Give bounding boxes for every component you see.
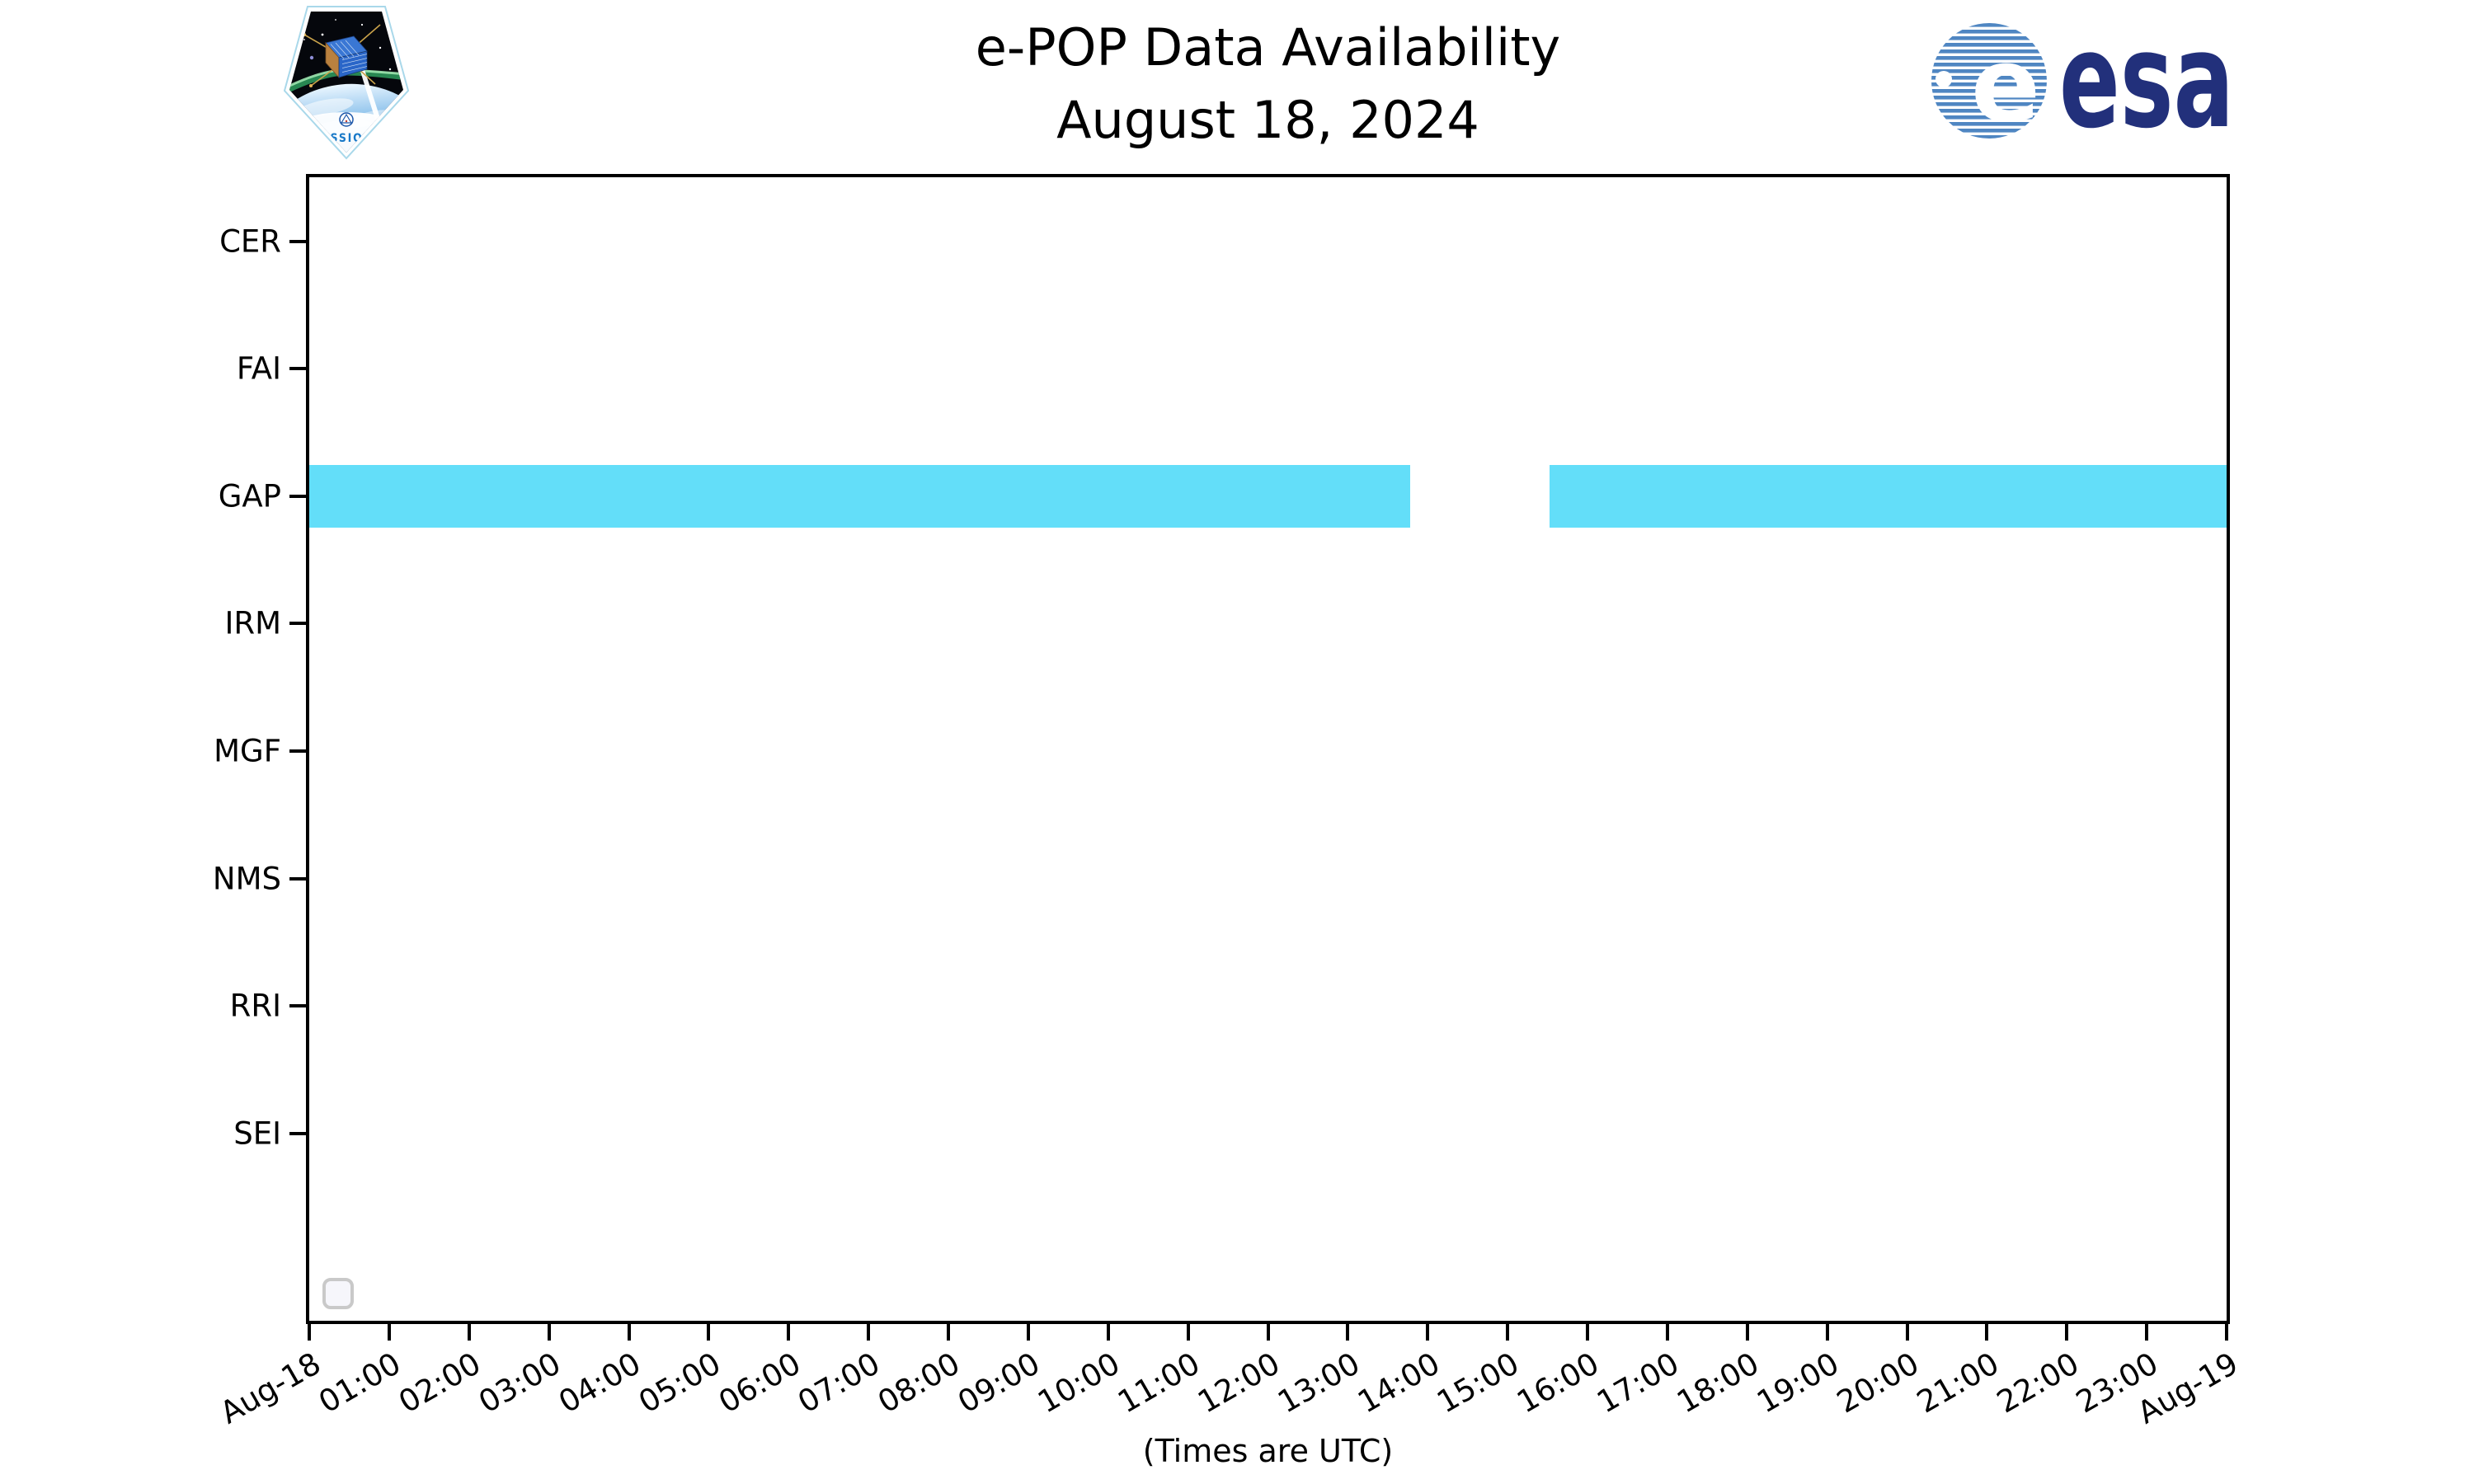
y-axis-label-sei: SEI: [233, 1115, 281, 1152]
chart-subtitle-date: August 18, 2024: [1056, 90, 1479, 150]
y-axis-tick: [289, 876, 306, 881]
cassiope-mission-patch-logo: CASSIOPE: [283, 6, 410, 160]
x-axis-label-text: 03:00: [473, 1345, 567, 1421]
y-axis-label-rri: RRI: [229, 988, 281, 1024]
x-axis-tick: [1506, 1324, 1510, 1341]
x-axis-tick: [1026, 1324, 1030, 1341]
x-axis-label-text: 08:00: [872, 1345, 967, 1421]
y-axis-label-cer: CER: [219, 223, 281, 260]
x-axis-tick: [787, 1324, 791, 1341]
x-axis-label-text: 14:00: [1351, 1345, 1446, 1421]
x-axis-tick: [547, 1324, 551, 1341]
x-axis-tick: [867, 1324, 871, 1341]
x-axis-label-text: 01:00: [313, 1345, 407, 1421]
x-axis-tick: [1586, 1324, 1589, 1341]
y-axis-tick: [289, 1004, 306, 1008]
x-axis-label-text: 15:00: [1431, 1345, 1526, 1421]
x-axis-tick: [1106, 1324, 1110, 1341]
y-axis-label-fai: FAI: [236, 350, 281, 387]
chart-title-block: e-POP Data Availability August 18, 2024: [309, 12, 2227, 157]
x-axis-tick: [1745, 1324, 1749, 1341]
x-axis-label-text: 04:00: [553, 1345, 647, 1421]
x-axis-label-text: 07:00: [792, 1345, 887, 1421]
y-axis-tick: [289, 1131, 306, 1135]
x-axis-tick: [2145, 1324, 2149, 1341]
x-axis-label-text: 02:00: [393, 1345, 487, 1421]
x-axis-tick: [627, 1324, 631, 1341]
x-axis-label-text: 18:00: [1671, 1345, 1766, 1421]
x-axis-label-text: 17:00: [1591, 1345, 1686, 1421]
y-axis-label-nms: NMS: [212, 861, 281, 896]
plot-area: CER FAI GAP IRM MGF NMS RRI SEI Aug-18 01:00 02:00…: [213, 174, 2245, 1431]
x-axis-tick: [1905, 1324, 1909, 1341]
y-axis-label-irm: IRM: [224, 605, 281, 641]
x-axis-caption: (Times are UTC): [1142, 1433, 1394, 1469]
x-axis-tick: [1665, 1324, 1669, 1341]
x-axis-label-text: 19:00: [1751, 1345, 1846, 1421]
x-axis-tick: [947, 1324, 950, 1341]
esa-logo: e esa: [1931, 8, 2234, 155]
x-axis-label-text: 13:00: [1272, 1345, 1366, 1421]
x-axis-label-text: Aug-18: [214, 1345, 327, 1431]
x-axis-label-text: 12:00: [1192, 1345, 1286, 1421]
x-axis-label-text: 10:00: [1032, 1345, 1126, 1421]
x-axis-label-text: 05:00: [633, 1345, 727, 1421]
x-axis-tick: [707, 1324, 711, 1341]
y-axis-tick: [289, 622, 306, 626]
x-axis-label-text: 21:00: [1911, 1345, 2005, 1421]
x-axis-tick: [2225, 1324, 2228, 1341]
x-axis-label-text: 06:00: [712, 1345, 807, 1421]
x-axis-label-text: 22:00: [1990, 1345, 2085, 1421]
y-axis-tick: [289, 749, 306, 753]
y-axis-tick: [289, 494, 306, 498]
chart-title: e-POP Data Availability: [975, 17, 1561, 77]
x-axis-tick: [467, 1324, 471, 1341]
x-axis-label-text: 11:00: [1112, 1345, 1206, 1421]
x-axis-label-text: 16:00: [1511, 1345, 1606, 1421]
empty-legend-box: [322, 1278, 354, 1309]
x-axis-tick: [308, 1324, 311, 1341]
availability-bar-gap: [1549, 464, 2227, 528]
x-axis-tick: [1186, 1324, 1190, 1341]
x-axis-tick: [1266, 1324, 1270, 1341]
x-axis-tick: [2065, 1324, 2069, 1341]
x-axis-tick: [1426, 1324, 1430, 1341]
x-axis-tick: [1825, 1324, 1829, 1341]
x-axis-label-text: 20:00: [1831, 1345, 1925, 1421]
x-axis-tick: [1985, 1324, 1989, 1341]
esa-globe-icon: e: [1931, 23, 2047, 145]
availability-bar-gap: [309, 464, 1410, 528]
esa-wordmark: esa: [2059, 8, 2234, 155]
svg-text:e: e: [1971, 26, 2040, 145]
x-axis-tick: [1346, 1324, 1350, 1341]
x-axis-label-text: 09:00: [952, 1345, 1047, 1421]
y-axis-label-gap: GAP: [218, 478, 281, 514]
x-axis-tick: [387, 1324, 391, 1341]
y-axis-label-mgf: MGF: [214, 733, 281, 769]
y-axis-tick: [289, 239, 306, 243]
y-axis-tick: [289, 367, 306, 371]
